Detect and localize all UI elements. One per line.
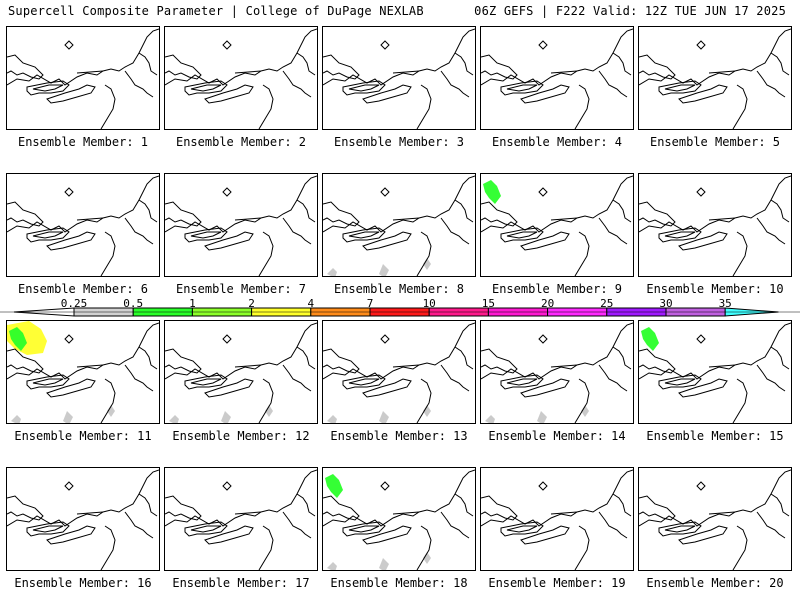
ensemble-member-6-map — [6, 173, 160, 277]
ensemble-member-label: Ensemble Member: 4 — [491, 135, 623, 149]
map-outline — [165, 469, 317, 570]
ensemble-member-17-map — [164, 467, 318, 571]
colorbar — [0, 307, 800, 317]
ensemble-member-5-map — [638, 26, 792, 130]
map-outline — [165, 175, 317, 276]
colorbar-tick-label: 15 — [481, 297, 496, 310]
ensemble-member-label: Ensemble Member: 5 — [649, 135, 781, 149]
ensemble-member-label: Ensemble Member: 9 — [491, 282, 623, 296]
scp-lightgray-shading — [327, 552, 431, 570]
ensemble-member-12-map — [164, 320, 318, 424]
map-outline — [323, 175, 475, 276]
map-outline — [481, 469, 633, 570]
ensemble-member-label: Ensemble Member: 3 — [333, 135, 465, 149]
ensemble-member-20-map — [638, 467, 792, 571]
scp-green-shading — [325, 474, 343, 498]
colorbar-tick-label: 7 — [366, 297, 374, 310]
map-outline — [639, 322, 791, 423]
ensemble-member-label: Ensemble Member: 20 — [646, 576, 784, 590]
scp-lightgray-shading — [327, 405, 431, 423]
ensemble-member-label: Ensemble Member: 8 — [333, 282, 465, 296]
ensemble-member-label: Ensemble Member: 10 — [646, 282, 784, 296]
scp-green-shading — [641, 327, 659, 351]
colorbar-tick-label: 25 — [600, 297, 614, 310]
scp-lightgray-shading — [169, 405, 273, 423]
ensemble-member-14-map — [480, 320, 634, 424]
colorbar-tick-label: 0.25 — [60, 297, 88, 310]
colorbar-tick-label: 1 — [189, 297, 196, 310]
colorbar-tick-label: 35 — [718, 297, 732, 310]
ensemble-member-3-map — [322, 26, 476, 130]
ensemble-member-label: Ensemble Member: 2 — [175, 135, 307, 149]
figure-title: Supercell Composite Parameter | College … — [8, 4, 424, 18]
ensemble-member-15-map — [638, 320, 792, 424]
scp-green-shading — [9, 327, 27, 351]
ensemble-member-label: Ensemble Member: 19 — [488, 576, 626, 590]
colorbar-tick-label: 2 — [248, 297, 255, 310]
ensemble-member-label: Ensemble Member: 14 — [488, 429, 626, 443]
map-outline — [165, 322, 317, 423]
ensemble-member-13-map — [322, 320, 476, 424]
map-outline — [639, 175, 791, 276]
ensemble-member-1-map — [6, 26, 160, 130]
ensemble-member-7-map — [164, 173, 318, 277]
colorbar-tick-label: 0.5 — [123, 297, 144, 310]
ensemble-member-9-map — [480, 173, 634, 277]
scp-green-shading — [483, 180, 501, 204]
scp-lightgray-shading — [327, 258, 431, 276]
ensemble-member-label: Ensemble Member: 7 — [175, 282, 307, 296]
colorbar-tick-label: 30 — [659, 297, 673, 310]
ensemble-member-19-map — [480, 467, 634, 571]
map-outline — [165, 28, 317, 129]
map-outline — [7, 175, 159, 276]
ensemble-member-11-map — [6, 320, 160, 424]
map-outline — [639, 469, 791, 570]
colorbar-tick-label: 10 — [422, 297, 436, 310]
scp-lightgray-shading — [11, 405, 115, 423]
map-outline — [7, 469, 159, 570]
ensemble-member-18-map — [322, 467, 476, 571]
ensemble-member-10-map — [638, 173, 792, 277]
map-outline — [481, 175, 633, 276]
run-info: 06Z GEFS | F222 Valid: 12Z TUE JUN 17 20… — [474, 4, 786, 18]
ensemble-member-label: Ensemble Member: 15 — [646, 429, 784, 443]
ensemble-member-label: Ensemble Member: 17 — [172, 576, 310, 590]
colorbar-tick-label: 4 — [307, 297, 315, 310]
colorbar-tick-label: 20 — [540, 297, 555, 310]
map-outline — [7, 321, 159, 423]
ensemble-member-4-map — [480, 26, 634, 130]
map-outline — [481, 322, 633, 423]
map-outline — [323, 322, 475, 423]
scp-lightgray-shading — [485, 405, 589, 423]
map-outline — [323, 28, 475, 129]
map-outline — [323, 469, 475, 570]
map-outline — [639, 28, 791, 129]
map-outline — [7, 28, 159, 129]
ensemble-member-label: Ensemble Member: 6 — [17, 282, 149, 296]
ensemble-member-label: Ensemble Member: 13 — [330, 429, 468, 443]
ensemble-member-label: Ensemble Member: 18 — [330, 576, 468, 590]
ensemble-member-label: Ensemble Member: 16 — [14, 576, 152, 590]
ensemble-member-2-map — [164, 26, 318, 130]
ensemble-member-label: Ensemble Member: 11 — [14, 429, 152, 443]
ensemble-member-8-map — [322, 173, 476, 277]
map-outline — [481, 28, 633, 129]
ensemble-member-label: Ensemble Member: 12 — [172, 429, 310, 443]
ensemble-member-16-map — [6, 467, 160, 571]
ensemble-member-label: Ensemble Member: 1 — [17, 135, 149, 149]
